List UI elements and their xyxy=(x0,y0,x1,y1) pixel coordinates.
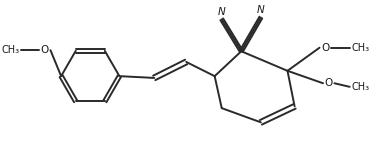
Text: O: O xyxy=(40,45,49,55)
Text: CH₃: CH₃ xyxy=(1,45,19,55)
Text: O: O xyxy=(325,78,333,88)
Text: O: O xyxy=(321,43,329,53)
Text: CH₃: CH₃ xyxy=(351,43,370,53)
Text: N: N xyxy=(257,5,265,15)
Text: CH₃: CH₃ xyxy=(351,82,370,92)
Text: N: N xyxy=(218,7,226,17)
